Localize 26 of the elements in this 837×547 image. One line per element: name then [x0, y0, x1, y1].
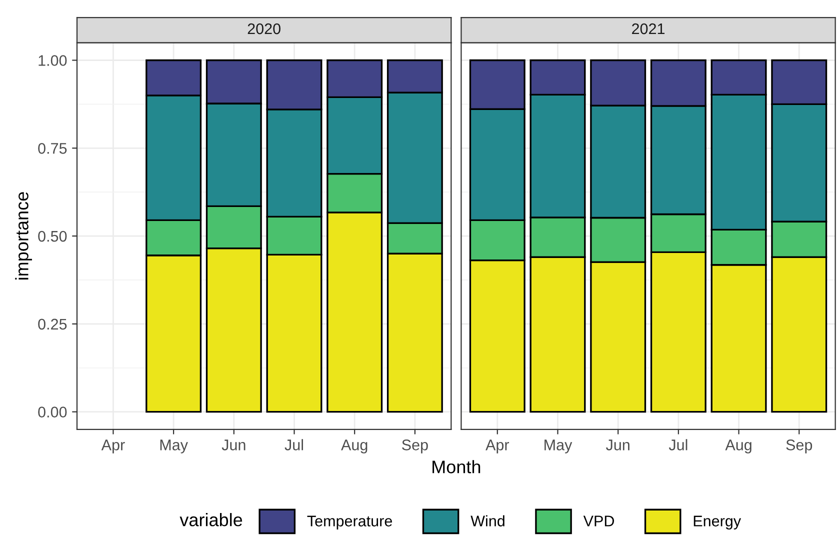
x-tick-label: Apr: [486, 440, 510, 454]
x-tick-label: Jun: [222, 440, 246, 450]
x-tick-label: Sep: [402, 440, 428, 454]
x-tick-label: May: [544, 440, 572, 454]
chart-title: 2020: [248, 23, 280, 34]
y-tick-label: 0.00: [38, 406, 67, 418]
y-tick-label: 0.50: [38, 230, 67, 242]
legend-label: Energy: [694, 516, 742, 530]
x-tick-label: Jun: [606, 440, 630, 450]
x-tick-label: Aug: [341, 440, 368, 454]
y-tick-label: 0.75: [38, 143, 67, 154]
x-tick-label: Aug: [725, 440, 752, 454]
x-tick-label: Sep: [786, 440, 812, 454]
y-tick-label: 0.25: [38, 318, 67, 330]
legend-label: VPD: [583, 516, 614, 526]
chart-title: 2021: [632, 23, 665, 34]
legend-title: variable: [180, 513, 242, 526]
y-axis-title: importance: [15, 192, 32, 280]
x-tick-label: Jul: [668, 439, 688, 450]
x-tick-label: Apr: [101, 440, 125, 454]
legend-label: Wind: [470, 515, 504, 526]
x-tick-label: Jul: [284, 439, 303, 450]
legend-label: Temperature: [307, 516, 392, 530]
y-tick-label: 1.00: [38, 55, 67, 66]
x-tick-label: May: [160, 440, 188, 454]
x-axis-title: Month: [432, 460, 480, 474]
